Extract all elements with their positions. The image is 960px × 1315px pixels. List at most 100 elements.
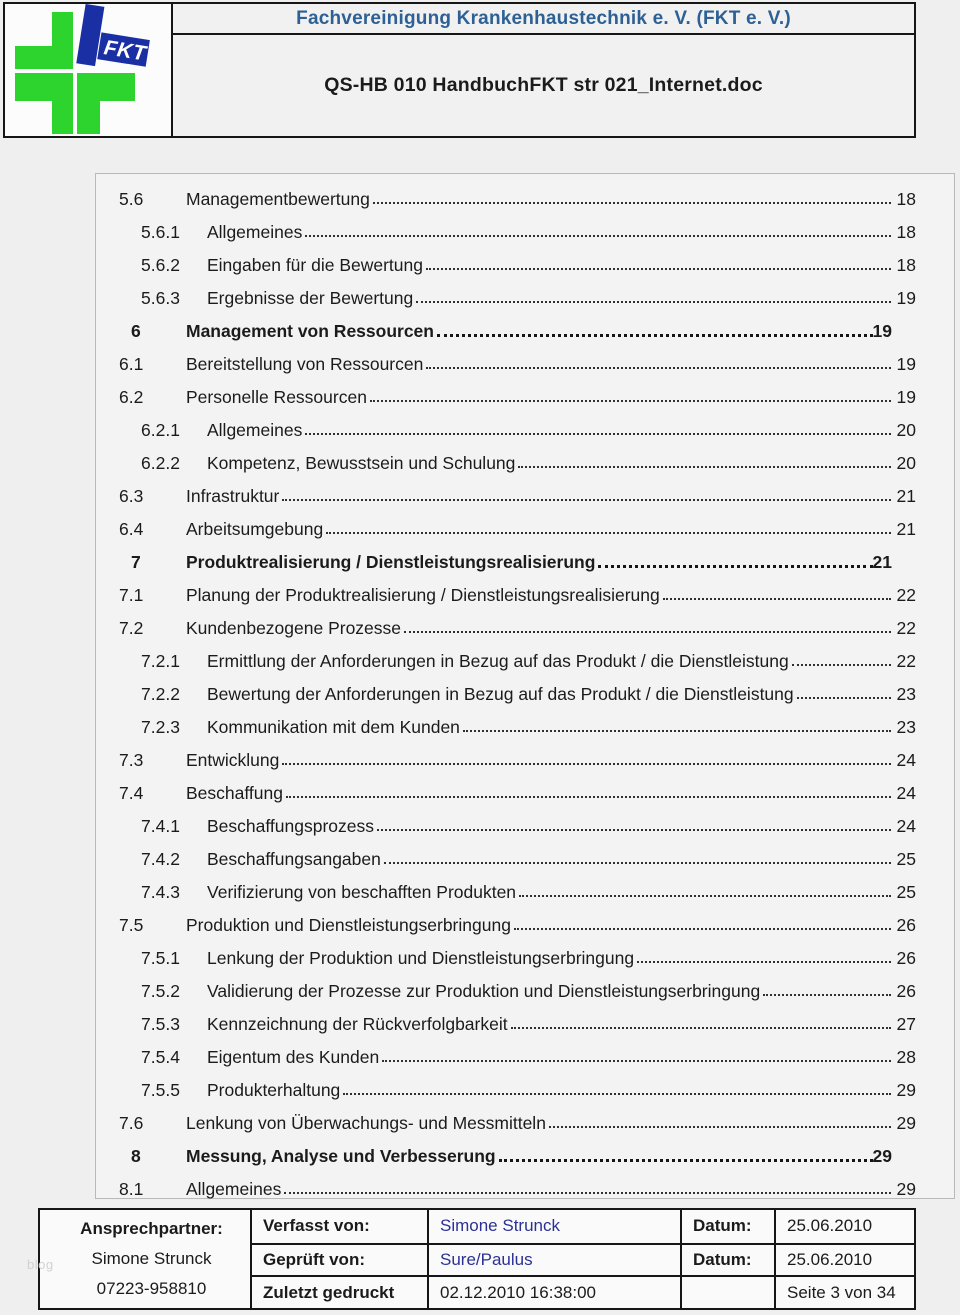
toc-entry-title: Arbeitsumgebung [186,518,324,539]
toc-entry: 6.3 Infrastruktur 21 [96,472,954,505]
footer-date-1: 25.06.2010 [774,1210,914,1243]
toc-entry: 6.1 Bereitstellung von Ressourcen 19 [96,340,954,373]
toc-page-number: 25 [896,881,916,902]
toc-page-number: 26 [896,980,916,1001]
toc-entry-title: Validierung der Prozesse zur Produktion … [207,980,761,1001]
toc-page-number: 23 [896,716,916,737]
footer-datum-label-2: Datum: [680,1242,774,1276]
dotted-leader [425,268,891,270]
dotted-leader [426,367,891,369]
dotted-leader [416,301,891,303]
toc-entry: 7.5.2 Validierung der Prozesse zur Produk… [96,967,954,1000]
dotted-leader [462,730,891,732]
toc-entry-number: 7.3 [119,749,144,770]
toc-page-number: 28 [896,1046,916,1067]
toc-page-number: 29 [896,1079,916,1100]
toc-page-number: 18 [896,221,916,242]
toc-entry-number: 7.5.4 [141,1046,180,1067]
toc-entry-title: Lenkung der Produktion und Dienstleistun… [207,947,635,968]
toc-entry-title: Kommunikation mit dem Kunden [207,716,460,737]
contact-label: Ansprechpartner: [80,1219,223,1238]
table-of-contents: 5.6 Managementbewertung 18 5.6.1 Allgemeines… [95,173,955,1199]
toc-page-number: 21 [872,551,892,572]
dotted-leader [518,466,891,468]
toc-entry: 7.4 Beschaffung 24 [96,769,954,802]
org-title-strip: Fachvereinigung Krankenhaustechnik e. V.… [173,4,914,35]
dotted-leader [796,697,891,699]
toc-entry-title: Kompetenz, Bewusstsein und Schulung [207,452,516,473]
footer-table: Ansprechpartner: Simone Strunck 07223-95… [38,1208,916,1310]
toc-entry-number: 8 [131,1145,141,1166]
dotted-leader [436,334,873,337]
watermark: blog [27,1257,54,1272]
footer-value-gedruckt: 02.12.2010 16:38:00 [427,1275,680,1308]
toc-entry-title: Allgemeines [207,221,303,242]
footer-empty-cell [680,1275,774,1308]
toc-page-number: 26 [896,947,916,968]
dotted-leader [305,433,891,435]
toc-entry-number: 7.2.2 [141,683,180,704]
toc-page-number: 22 [896,617,916,638]
toc-page-number: 21 [896,518,916,539]
toc-entry-title: Management von Ressourcen [186,320,434,341]
dotted-leader [498,1159,873,1162]
contact-cell: Ansprechpartner: Simone Strunck 07223-95… [40,1210,250,1308]
toc-entry: 7.4.1 Beschaffungsprozess 24 [96,802,954,835]
org-title: Fachvereinigung Krankenhaustechnik e. V.… [296,7,791,29]
toc-page-number: 29 [896,1178,916,1199]
toc-entry-title: Allgemeines [186,1178,282,1199]
dotted-leader [282,499,891,501]
footer-datum-label-1: Datum: [680,1210,774,1243]
toc-entry-number: 6.2.2 [141,452,180,473]
toc-entry-number: 7 [131,551,141,572]
toc-entry: 7.5.4 Eigentum des Kunden 28 [96,1033,954,1066]
dotted-leader [510,1027,891,1029]
toc-entry: 5.6.3 Ergebnisse der Bewertung 19 [96,274,954,307]
toc-entry-number: 7.4.2 [141,848,180,869]
page-indicator: Seite 3 von 34 [774,1275,914,1308]
toc-page-number: 24 [896,749,916,770]
toc-entry-title: Entwicklung [186,749,280,770]
toc-entry-number: 7.6 [119,1112,144,1133]
toc-entry-title: Eigentum des Kunden [207,1046,380,1067]
toc-entry: 5.6.1 Allgemeines 18 [96,208,954,241]
toc-page-number: 19 [896,287,916,308]
dotted-leader [326,532,891,534]
toc-entry-title: Beschaffungsangaben [207,848,381,869]
toc-entry: 6.4 Arbeitsumgebung 21 [96,505,954,538]
dotted-leader [382,1060,891,1062]
toc-entry-title: Bewertung der Anforderungen in Bezug auf… [207,683,794,704]
toc-entry: 7.5.3 Kennzeichnung der Rückverfolgbarkei… [96,1000,954,1033]
toc-entry: 7.2.3 Kommunikation mit dem Kunden 23 [96,703,954,736]
footer-value-geprueft: Sure/Paulus [427,1242,680,1276]
toc-entry-title: Produkterhaltung [207,1079,341,1100]
header-title-area: Fachvereinigung Krankenhaustechnik e. V.… [173,4,914,136]
document-header: FKT Fachvereinigung Krankenhaustechnik e… [3,2,916,138]
toc-entry-title: Kundenbezogene Prozesse [186,617,402,638]
footer-value-verfasst: Simone Strunck [427,1210,680,1243]
toc-entry-title: Ermittlung der Anforderungen in Bezug au… [207,650,789,671]
toc-entry-number: 7.5.1 [141,947,180,968]
dotted-leader [513,928,891,930]
dotted-leader [305,235,891,237]
toc-page-number: 22 [896,650,916,671]
dotted-leader [377,829,891,831]
toc-entry: 7.2.2 Bewertung der Anforderungen in Bezu… [96,670,954,703]
toc-page-number: 25 [896,848,916,869]
toc-entry-title: Beschaffungsprozess [207,815,375,836]
toc-entry: 5.6 Managementbewertung 18 [96,175,954,208]
toc-page-number: 22 [896,584,916,605]
toc-entry-number: 7.5.3 [141,1013,180,1034]
toc-entry: 5.6.2 Eingaben für die Bewertung 18 [96,241,954,274]
toc-entry-number: 6.2 [119,386,144,407]
dotted-leader [404,631,891,633]
toc-entry-title: Allgemeines [207,419,303,440]
dotted-leader [598,565,873,568]
toc-page-number: 19 [896,353,916,374]
toc-entry-title: Bereitstellung von Ressourcen [186,353,424,374]
footer-label-geprueft: Geprüft von: [250,1242,427,1276]
toc-entry-number: 6.3 [119,485,144,506]
toc-entry: 7.5 Produktion und Dienstleistungserbring… [96,901,954,934]
toc-page-number: 23 [896,683,916,704]
contact-name: Simone Strunck [91,1249,212,1268]
